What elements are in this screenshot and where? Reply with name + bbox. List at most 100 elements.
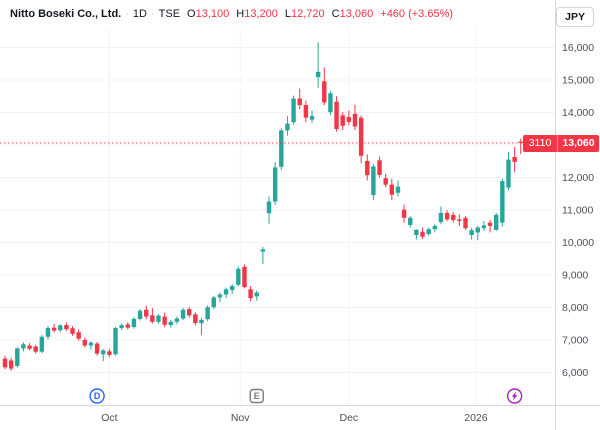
candle bbox=[426, 227, 431, 236]
candle bbox=[223, 287, 229, 299]
candle bbox=[340, 112, 345, 131]
candle bbox=[285, 116, 290, 136]
candle bbox=[205, 305, 210, 322]
candle bbox=[408, 216, 413, 228]
price-tick-label: 9,000 bbox=[562, 270, 588, 282]
candle bbox=[39, 335, 45, 353]
candle bbox=[451, 212, 456, 223]
separator-dot: · bbox=[150, 8, 155, 20]
separator-dot: · bbox=[125, 8, 129, 20]
candle bbox=[322, 67, 327, 106]
candle bbox=[315, 42, 321, 88]
candle bbox=[383, 173, 388, 188]
candle bbox=[420, 227, 425, 239]
candle bbox=[70, 326, 75, 336]
candle bbox=[125, 322, 130, 330]
candle bbox=[193, 312, 198, 326]
time-axis[interactable]: Oct Nov Dec 2026 bbox=[101, 412, 488, 424]
candle bbox=[297, 88, 302, 110]
time-tick-label: Nov bbox=[231, 412, 250, 424]
ohlc-low: L12,720 bbox=[284, 8, 325, 20]
candle bbox=[358, 115, 364, 164]
candle bbox=[27, 343, 32, 351]
candle bbox=[475, 225, 480, 241]
time-tick-label: 2026 bbox=[464, 412, 488, 424]
price-tick-label: 10,000 bbox=[562, 237, 594, 249]
bar-countdown-label: 3110 bbox=[523, 135, 558, 152]
candle bbox=[180, 307, 186, 321]
earnings-marker[interactable]: E bbox=[249, 388, 264, 404]
symbol-legend: Nitto Boseki Co., Ltd. · 1D · TSE O13,10… bbox=[10, 8, 453, 20]
candle bbox=[150, 307, 155, 324]
candle bbox=[328, 91, 333, 116]
price-axis[interactable]: 16,000 15,000 14,000 12,000 11,000 10,000 9,00… bbox=[562, 42, 594, 379]
dividend-marker[interactable]: D bbox=[89, 388, 105, 404]
candle bbox=[51, 323, 57, 333]
candle bbox=[377, 156, 382, 178]
candle bbox=[199, 317, 204, 336]
candle bbox=[82, 337, 88, 348]
candle bbox=[15, 347, 20, 368]
candle bbox=[395, 180, 401, 197]
change-value: +460 (+3.65%) bbox=[380, 8, 454, 20]
currency-button[interactable]: JPY bbox=[556, 7, 594, 27]
price-tick-label: 14,000 bbox=[562, 107, 594, 119]
ohlc-open: O13,100 bbox=[187, 8, 230, 20]
candle bbox=[101, 349, 106, 362]
ohlc-close: C13,060 bbox=[331, 8, 374, 20]
candle bbox=[58, 324, 63, 332]
candle bbox=[279, 128, 284, 171]
price-tick-label: 11,000 bbox=[562, 205, 593, 217]
candle bbox=[266, 196, 272, 224]
symbol-title[interactable]: Nitto Boseki Co., Ltd. bbox=[10, 8, 122, 20]
candle bbox=[487, 220, 493, 233]
candle bbox=[432, 224, 437, 233]
candle bbox=[444, 210, 450, 222]
candle bbox=[248, 286, 253, 302]
candle bbox=[260, 247, 266, 264]
candle bbox=[131, 317, 137, 329]
price-tick-label: 16,000 bbox=[562, 42, 594, 54]
price-tick-label: 6,000 bbox=[562, 367, 588, 379]
candle bbox=[254, 290, 259, 301]
candle bbox=[21, 342, 26, 352]
candle bbox=[168, 319, 173, 328]
time-tick-label: Oct bbox=[101, 412, 117, 424]
candle bbox=[481, 221, 487, 231]
candle bbox=[242, 264, 247, 289]
exchange-label: TSE bbox=[158, 8, 181, 20]
candle bbox=[229, 284, 235, 295]
candle bbox=[401, 204, 407, 223]
candle bbox=[506, 151, 511, 191]
candle bbox=[156, 314, 161, 324]
candle bbox=[457, 214, 462, 226]
candle bbox=[518, 138, 523, 155]
candle bbox=[371, 164, 376, 200]
candle bbox=[500, 178, 505, 227]
last-price-value: 13,060 bbox=[558, 135, 599, 152]
candle bbox=[76, 329, 81, 341]
candle bbox=[365, 154, 370, 181]
candle bbox=[8, 357, 14, 371]
earnings-marker-letter: E bbox=[254, 391, 260, 401]
timeframe-label[interactable]: 1D bbox=[132, 8, 147, 20]
candle bbox=[352, 104, 358, 131]
candle bbox=[512, 146, 517, 173]
candle bbox=[2, 355, 8, 370]
candle bbox=[309, 110, 315, 123]
candle bbox=[236, 266, 241, 287]
price-tick-label: 7,000 bbox=[562, 335, 588, 347]
candles-layer bbox=[2, 42, 523, 371]
candle bbox=[303, 100, 309, 123]
candle bbox=[107, 348, 112, 357]
lightning-icon bbox=[511, 391, 518, 401]
candle bbox=[174, 316, 180, 325]
candle bbox=[346, 110, 352, 126]
lightning-marker[interactable] bbox=[506, 388, 523, 404]
candle bbox=[334, 96, 339, 132]
price-tick-label: 8,000 bbox=[562, 302, 588, 314]
grid-layer bbox=[0, 28, 555, 405]
time-tick-label: Dec bbox=[339, 412, 358, 424]
